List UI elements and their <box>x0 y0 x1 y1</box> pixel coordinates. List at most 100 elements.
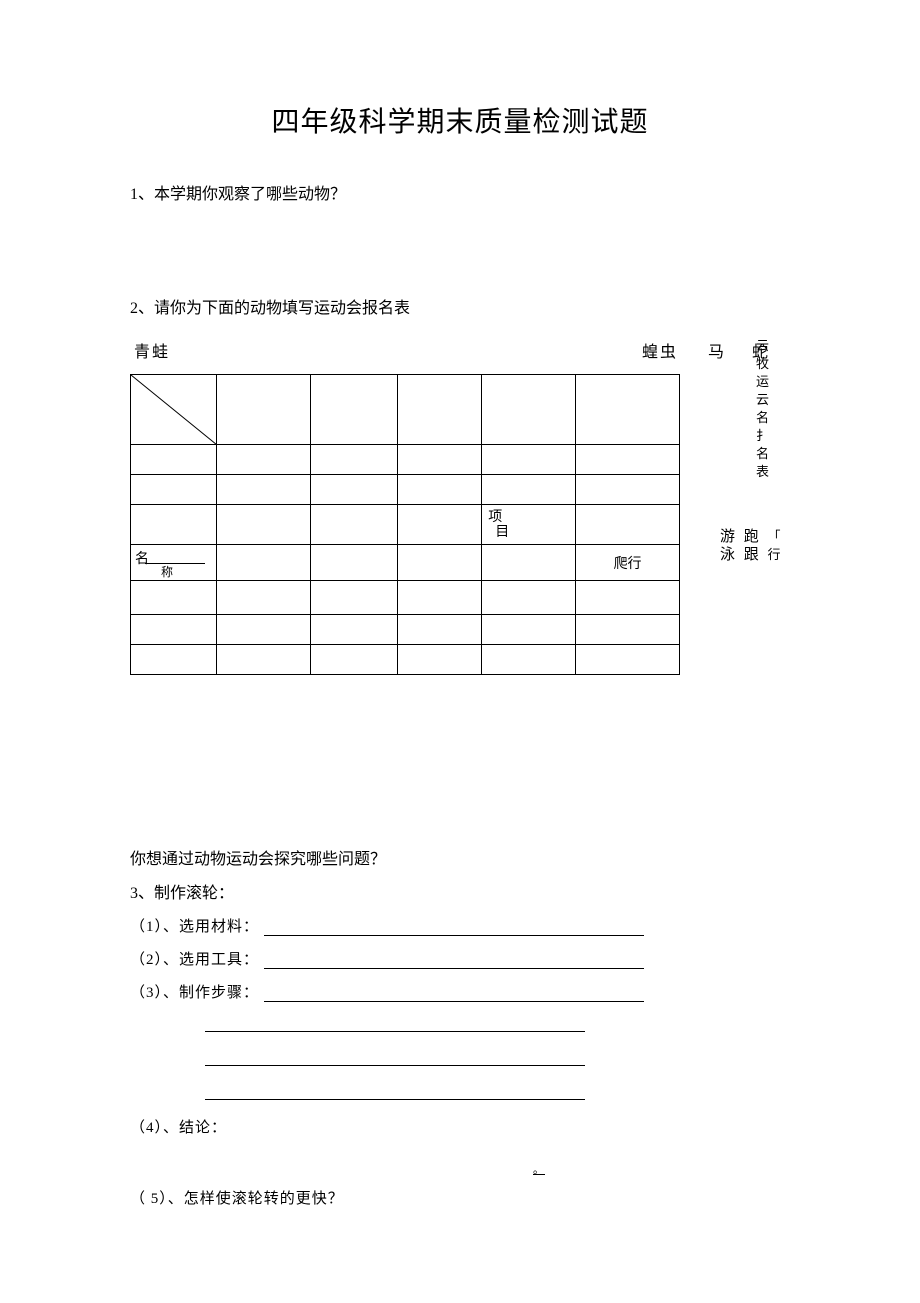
table-cell <box>576 375 680 445</box>
table-cell <box>131 475 217 505</box>
table-cell <box>216 375 310 445</box>
side-char: 泳 <box>720 546 736 564</box>
table-row <box>131 475 680 505</box>
table-cell <box>310 475 398 505</box>
blank-line <box>205 1051 585 1066</box>
q3-sub-1-label: （1）、选用材料： <box>130 919 259 935</box>
page-title: 四年级科学期末质量检测试题 <box>130 100 790 140</box>
name-label-cell: 名 称 <box>131 545 217 581</box>
diagonal-header-cell <box>131 375 217 445</box>
blank-row <box>205 1014 790 1032</box>
table-cell <box>482 645 576 675</box>
table-cell <box>398 581 482 615</box>
page: 四年级科学期末质量检测试题 1、本学期你观察了哪些动物？ 2、请你为下面的动物填… <box>0 0 920 1280</box>
side-char: 游 <box>720 528 736 546</box>
table-cell <box>131 505 217 545</box>
project-label-cell: 项 目 <box>482 505 576 545</box>
side-vertical-text: 云 牧 运 云 名 扌 名 表 <box>756 337 770 481</box>
q3-sub-1: （1）、选用材料： <box>130 915 790 936</box>
crawl-cell: 爬行 <box>576 545 680 581</box>
side-char: 跟 <box>744 546 760 564</box>
table-cell <box>131 581 217 615</box>
side-col-swim: 游 泳 <box>720 528 736 564</box>
blank-line <box>205 1085 585 1100</box>
signup-table: 项 目 名 称 爬行 <box>130 374 680 675</box>
blank-line <box>205 1017 585 1032</box>
strike-line-icon <box>145 563 205 564</box>
side-char: 表 <box>756 463 770 481</box>
side-col-run: 跑 跟 <box>744 528 760 564</box>
side-char: 牧 <box>756 355 770 373</box>
table-row <box>131 615 680 645</box>
side-col-walk: 「 行 <box>768 528 778 564</box>
table-cell <box>576 475 680 505</box>
blank-line <box>264 954 644 969</box>
blank-line <box>264 921 644 936</box>
side-char: 行 <box>768 546 778 564</box>
table-cell <box>576 505 680 545</box>
animal-list-row: 青蛙 蝗虫 马 蛇 <box>130 338 790 362</box>
table-cell <box>216 645 310 675</box>
animal-locust: 蝗虫 <box>642 338 678 362</box>
table-cell <box>398 505 482 545</box>
table-row <box>131 445 680 475</box>
table-cell <box>216 445 310 475</box>
table-cell <box>482 375 576 445</box>
table-row: 项 目 <box>131 505 680 545</box>
table-cell <box>310 645 398 675</box>
period-mark: 。 <box>533 1161 545 1177</box>
table-cell <box>398 475 482 505</box>
table-cell <box>482 445 576 475</box>
table-cell <box>482 615 576 645</box>
table-cell <box>576 615 680 645</box>
table-cell <box>398 645 482 675</box>
diagonal-line-icon <box>131 375 216 444</box>
table-cell <box>131 645 217 675</box>
question-1: 1、本学期你观察了哪些动物？ <box>130 180 790 204</box>
q3-sub-2: （2）、选用工具： <box>130 948 790 969</box>
table-cell <box>576 445 680 475</box>
blank-line <box>264 987 644 1002</box>
side-char: 扌 <box>756 427 770 445</box>
name-char-2: 称 <box>161 563 173 580</box>
side-char: 云 <box>756 391 770 409</box>
name-char-1: 名 <box>135 548 149 568</box>
signup-table-wrap: 项 目 名 称 爬行 <box>130 374 790 675</box>
table-cell <box>131 445 217 475</box>
project-char-1: 项 <box>488 510 502 525</box>
side-char: 跑 <box>744 528 760 546</box>
side-char: 名 <box>756 445 770 463</box>
table-row: 名 称 爬行 <box>131 545 680 581</box>
table-cell <box>310 375 398 445</box>
table-cell <box>576 581 680 615</box>
side-column-text: 游 泳 跑 跟 「 行 <box>720 528 782 564</box>
table-cell <box>216 615 310 645</box>
table-cell <box>398 445 482 475</box>
table-cell <box>576 645 680 675</box>
table-cell <box>482 581 576 615</box>
table-cell <box>131 615 217 645</box>
q3-sub-2-label: （2）、选用工具： <box>130 952 259 968</box>
table-cell <box>216 545 310 581</box>
table-cell <box>216 581 310 615</box>
explore-question: 你想通过动物运动会探究哪些问题？ <box>130 845 790 869</box>
table-cell <box>310 615 398 645</box>
table-cell <box>398 545 482 581</box>
table-cell <box>310 505 398 545</box>
table-row <box>131 375 680 445</box>
q3-sub-4: （4）、结论： <box>130 1116 790 1137</box>
q3-sub-3: （3）、制作步骤： <box>130 981 790 1002</box>
table-cell <box>310 445 398 475</box>
side-char: 「 <box>768 528 778 546</box>
side-char: 云 <box>756 337 770 355</box>
q3-sub-5: （ 5）、怎样使滚轮转的更快？ <box>130 1187 790 1208</box>
question-3: 3、制作滚轮： <box>130 879 790 903</box>
side-char: 运 <box>756 373 770 391</box>
table-cell <box>216 505 310 545</box>
blank-row <box>205 1082 790 1100</box>
table-cell <box>398 375 482 445</box>
table-cell <box>398 615 482 645</box>
question-2: 2、请你为下面的动物填写运动会报名表 <box>130 294 790 318</box>
q3-sub-3-label: （3）、制作步骤： <box>130 985 259 1001</box>
table-cell <box>310 581 398 615</box>
